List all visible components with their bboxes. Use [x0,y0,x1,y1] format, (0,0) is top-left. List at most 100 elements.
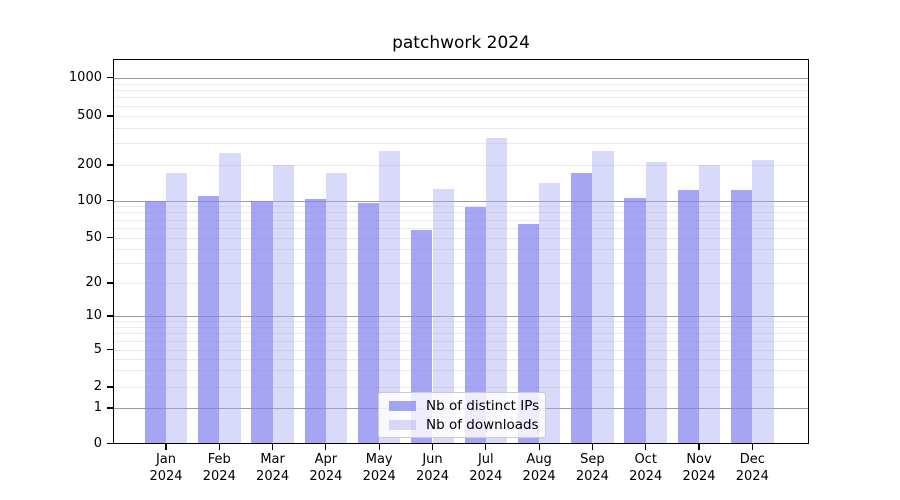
y-tick [107,442,113,445]
bar-ips-jul [464,207,486,444]
bar-dl-mar [272,165,294,444]
gridline-minor [113,143,809,145]
x-tick-label: Mar 2024 [256,452,290,484]
bar-ips-aug [517,224,540,444]
gridline-minor [113,127,809,129]
y-tick [107,407,113,409]
gridline-minor [113,283,809,284]
x-tick [591,444,593,450]
gridline-minor [113,262,809,264]
gridline-minor [113,321,809,323]
x-tick-label: Sep 2024 [575,452,609,484]
y-tick-label: 5 [93,341,102,357]
bar-ips-feb [198,195,220,444]
gridline-minor [113,340,809,342]
x-tick [751,444,753,450]
x-tick [431,444,434,450]
bar-dl-jan [166,173,188,444]
bar-dl-oct [645,162,667,444]
y-tick-label: 50 [85,229,102,245]
y-tick-label: 100 [77,192,102,208]
y-tick [107,348,113,351]
legend-label-distinct-ips: Nb of distinct IPs [426,397,540,414]
x-tick [645,444,647,450]
y-tick [107,199,113,202]
gridline-minor [113,116,809,117]
gridline-minor [113,83,809,85]
x-tick-label: Feb 2024 [202,452,236,484]
bar-dl-dec [752,159,774,444]
gridline-minor [113,237,809,239]
y-tick [107,315,113,317]
bar-dl-feb [219,153,241,444]
x-tick [165,444,167,450]
x-tick-label: Jan 2024 [149,452,183,484]
y-tick-label: 200 [77,157,102,172]
y-tick [107,77,113,79]
x-tick-label: Dec 2024 [735,452,769,484]
gridline-minor [113,105,809,107]
x-tick-label: Apr 2024 [309,452,343,484]
bar-dl-aug [539,183,561,444]
chart-title: patchwork 2024 [392,33,530,53]
y-tick-label: 500 [77,108,102,123]
bar-ips-oct [624,198,646,444]
bar-ips-apr [304,199,326,444]
x-tick [538,444,540,450]
gridline-minor [113,333,809,335]
gridline-minor [113,349,809,351]
y-tick [107,236,113,239]
gridline-minor [113,387,809,388]
x-tick [698,444,700,450]
gridline-major [113,77,809,79]
gridline-major [113,316,809,317]
legend-swatch-ips-icon [389,400,416,411]
y-tick [107,386,113,388]
y-tick-label: 1000 [68,69,102,85]
legend: Nb of distinct IPs Nb of downloads [378,392,546,438]
gridline-minor [113,227,809,229]
bar-dl-may [379,150,401,444]
bar-ips-jan [144,201,166,444]
gridline-minor [113,97,809,99]
x-tick-label: Nov 2024 [682,452,716,484]
x-tick [485,444,487,450]
bar-ips-may [357,202,380,444]
gridline-minor [113,326,809,328]
legend-item-distinct-ips: Nb of distinct IPs [379,396,545,415]
bar-dl-apr [325,173,348,444]
bar-ips-mar [251,200,273,444]
y-tick [107,115,113,117]
gridline-minor [113,358,809,360]
x-tick-label: Aug 2024 [522,452,556,484]
bar-dl-jul [485,138,508,444]
y-tick-label: 1 [93,400,102,415]
gridline-minor [113,165,809,166]
y-tick-label: 20 [85,275,102,290]
legend-label-downloads: Nb of downloads [426,416,539,433]
y-tick-label: 10 [85,308,102,323]
bar-ips-sep [571,172,593,444]
gridline-minor [113,90,809,92]
bar-ips-dec [731,190,753,444]
bar-dl-nov [699,165,721,444]
legend-item-downloads: Nb of downloads [379,415,545,434]
y-tick-label: 0 [93,435,102,451]
y-tick [107,282,113,284]
x-tick-label: Oct 2024 [629,452,663,484]
gridline-minor [113,370,809,372]
x-tick-label: May 2024 [362,452,396,484]
bar-dl-sep [592,150,614,444]
x-tick [325,444,327,450]
gridline-major [113,200,809,202]
legend-swatch-downloads-icon [389,419,416,430]
bar-ips-jun [411,229,433,444]
bar-dl-jun [432,189,454,444]
y-tick [107,164,113,166]
x-tick [272,444,274,450]
x-tick-label: Jul 2024 [469,452,503,484]
x-tick-label: Jun 2024 [415,452,450,484]
gridline-minor [113,212,809,214]
plot-area [113,59,809,444]
